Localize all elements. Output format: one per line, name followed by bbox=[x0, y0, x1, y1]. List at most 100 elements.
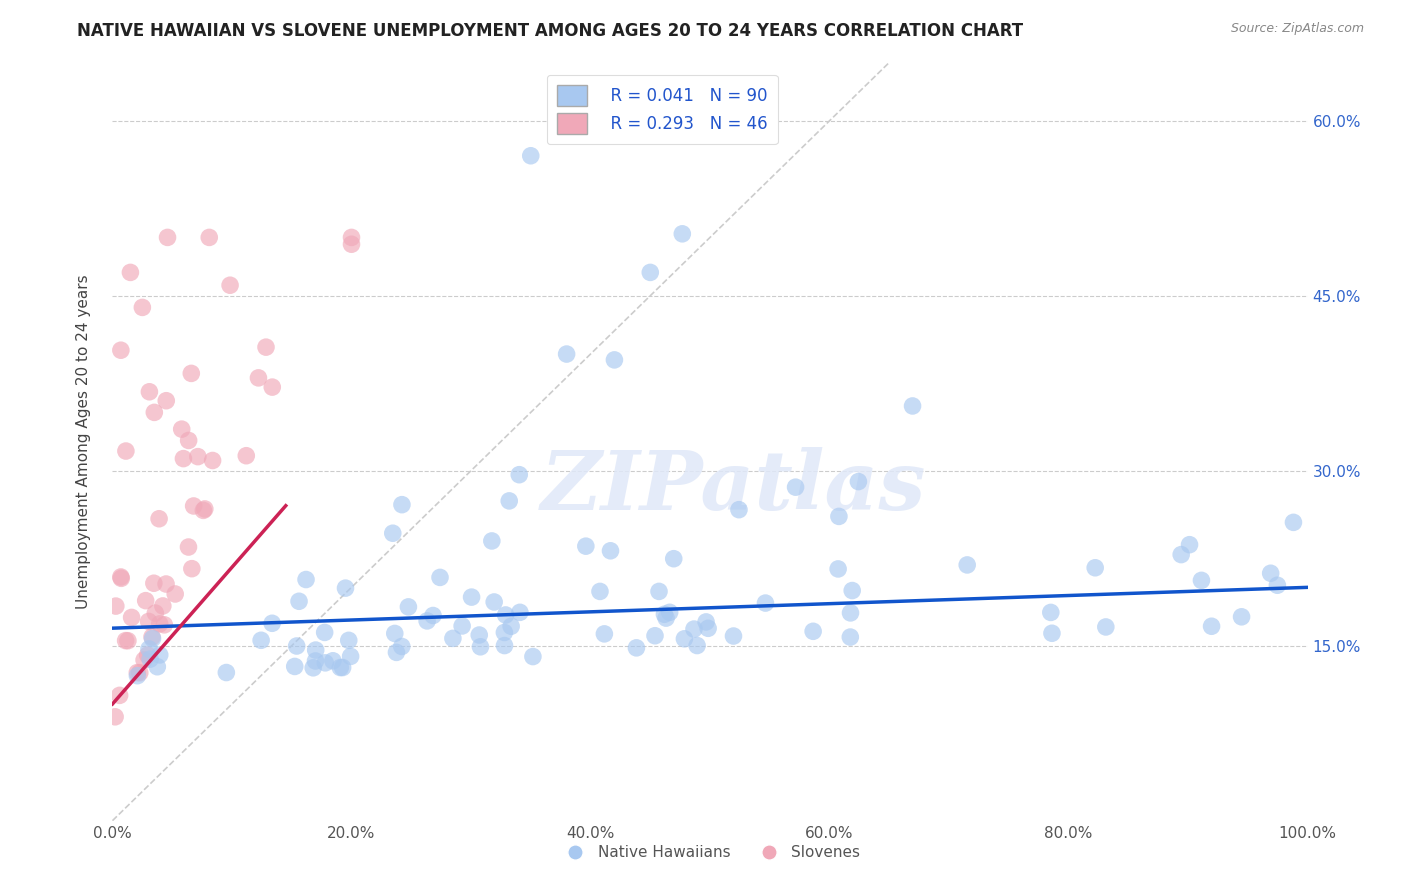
Point bbox=[314, 625, 336, 640]
Point bbox=[262, 616, 284, 631]
Text: ZIPatlas: ZIPatlas bbox=[541, 447, 927, 527]
Point bbox=[108, 689, 131, 703]
Point bbox=[156, 230, 179, 244]
Point bbox=[468, 628, 491, 642]
Point bbox=[828, 509, 851, 524]
Point bbox=[509, 605, 531, 619]
Point bbox=[671, 227, 693, 241]
Point bbox=[215, 665, 238, 680]
Point bbox=[155, 577, 177, 591]
Point bbox=[901, 399, 924, 413]
Point bbox=[697, 621, 720, 635]
Point bbox=[247, 371, 270, 385]
Point bbox=[640, 265, 662, 279]
Point bbox=[482, 595, 505, 609]
Point bbox=[728, 502, 751, 516]
Point bbox=[385, 645, 408, 659]
Point bbox=[441, 632, 464, 646]
Point bbox=[555, 347, 578, 361]
Point bbox=[686, 639, 709, 653]
Point bbox=[193, 503, 215, 517]
Point bbox=[1260, 566, 1282, 581]
Point bbox=[662, 551, 685, 566]
Point bbox=[135, 593, 157, 607]
Point bbox=[827, 562, 849, 576]
Point bbox=[148, 512, 170, 526]
Point bbox=[139, 652, 162, 666]
Point bbox=[127, 669, 149, 683]
Point bbox=[138, 642, 160, 657]
Point bbox=[322, 654, 344, 668]
Point bbox=[501, 619, 523, 633]
Point bbox=[180, 367, 202, 381]
Point bbox=[1039, 606, 1062, 620]
Point bbox=[723, 629, 745, 643]
Point bbox=[165, 587, 187, 601]
Point bbox=[110, 571, 132, 585]
Point bbox=[339, 649, 361, 664]
Point bbox=[314, 656, 336, 670]
Point bbox=[149, 616, 172, 631]
Point bbox=[522, 649, 544, 664]
Point bbox=[121, 610, 143, 624]
Point bbox=[329, 660, 352, 674]
Point bbox=[494, 625, 516, 640]
Point bbox=[142, 576, 165, 591]
Point bbox=[141, 630, 163, 644]
Point bbox=[801, 624, 824, 639]
Point bbox=[1230, 609, 1253, 624]
Point bbox=[250, 633, 273, 648]
Point bbox=[575, 539, 598, 553]
Point bbox=[654, 607, 676, 622]
Point bbox=[340, 237, 363, 252]
Point bbox=[1282, 516, 1305, 530]
Point bbox=[673, 632, 696, 646]
Point bbox=[104, 599, 127, 613]
Point bbox=[340, 230, 363, 244]
Point bbox=[143, 606, 166, 620]
Point bbox=[956, 558, 979, 572]
Point bbox=[285, 639, 308, 653]
Point bbox=[422, 608, 444, 623]
Point bbox=[201, 453, 224, 467]
Point bbox=[219, 278, 242, 293]
Point bbox=[658, 605, 681, 619]
Point bbox=[839, 606, 862, 620]
Point bbox=[1084, 561, 1107, 575]
Point bbox=[593, 627, 616, 641]
Point bbox=[839, 630, 862, 644]
Point bbox=[1040, 626, 1063, 640]
Point bbox=[1170, 548, 1192, 562]
Point bbox=[155, 393, 177, 408]
Point bbox=[429, 570, 451, 584]
Point bbox=[120, 265, 142, 279]
Point bbox=[187, 450, 209, 464]
Point bbox=[498, 494, 520, 508]
Point bbox=[127, 665, 149, 680]
Point bbox=[149, 648, 172, 662]
Point bbox=[115, 444, 138, 458]
Point bbox=[141, 632, 163, 646]
Point bbox=[754, 596, 776, 610]
Point bbox=[177, 540, 200, 554]
Point bbox=[262, 380, 284, 394]
Point bbox=[655, 611, 678, 625]
Point bbox=[235, 449, 257, 463]
Point bbox=[177, 434, 200, 448]
Point bbox=[138, 384, 160, 399]
Point bbox=[110, 343, 132, 358]
Point bbox=[117, 633, 139, 648]
Point bbox=[288, 594, 311, 608]
Point bbox=[152, 599, 174, 613]
Point bbox=[337, 633, 360, 648]
Point bbox=[104, 710, 127, 724]
Point bbox=[391, 498, 413, 512]
Point bbox=[1178, 538, 1201, 552]
Point bbox=[131, 301, 153, 315]
Point bbox=[332, 660, 354, 674]
Point bbox=[153, 617, 176, 632]
Point bbox=[1201, 619, 1223, 633]
Point bbox=[1191, 574, 1213, 588]
Point bbox=[170, 422, 193, 436]
Point bbox=[495, 607, 517, 622]
